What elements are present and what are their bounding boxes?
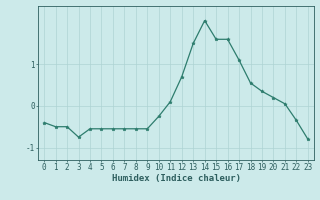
X-axis label: Humidex (Indice chaleur): Humidex (Indice chaleur)	[111, 174, 241, 183]
